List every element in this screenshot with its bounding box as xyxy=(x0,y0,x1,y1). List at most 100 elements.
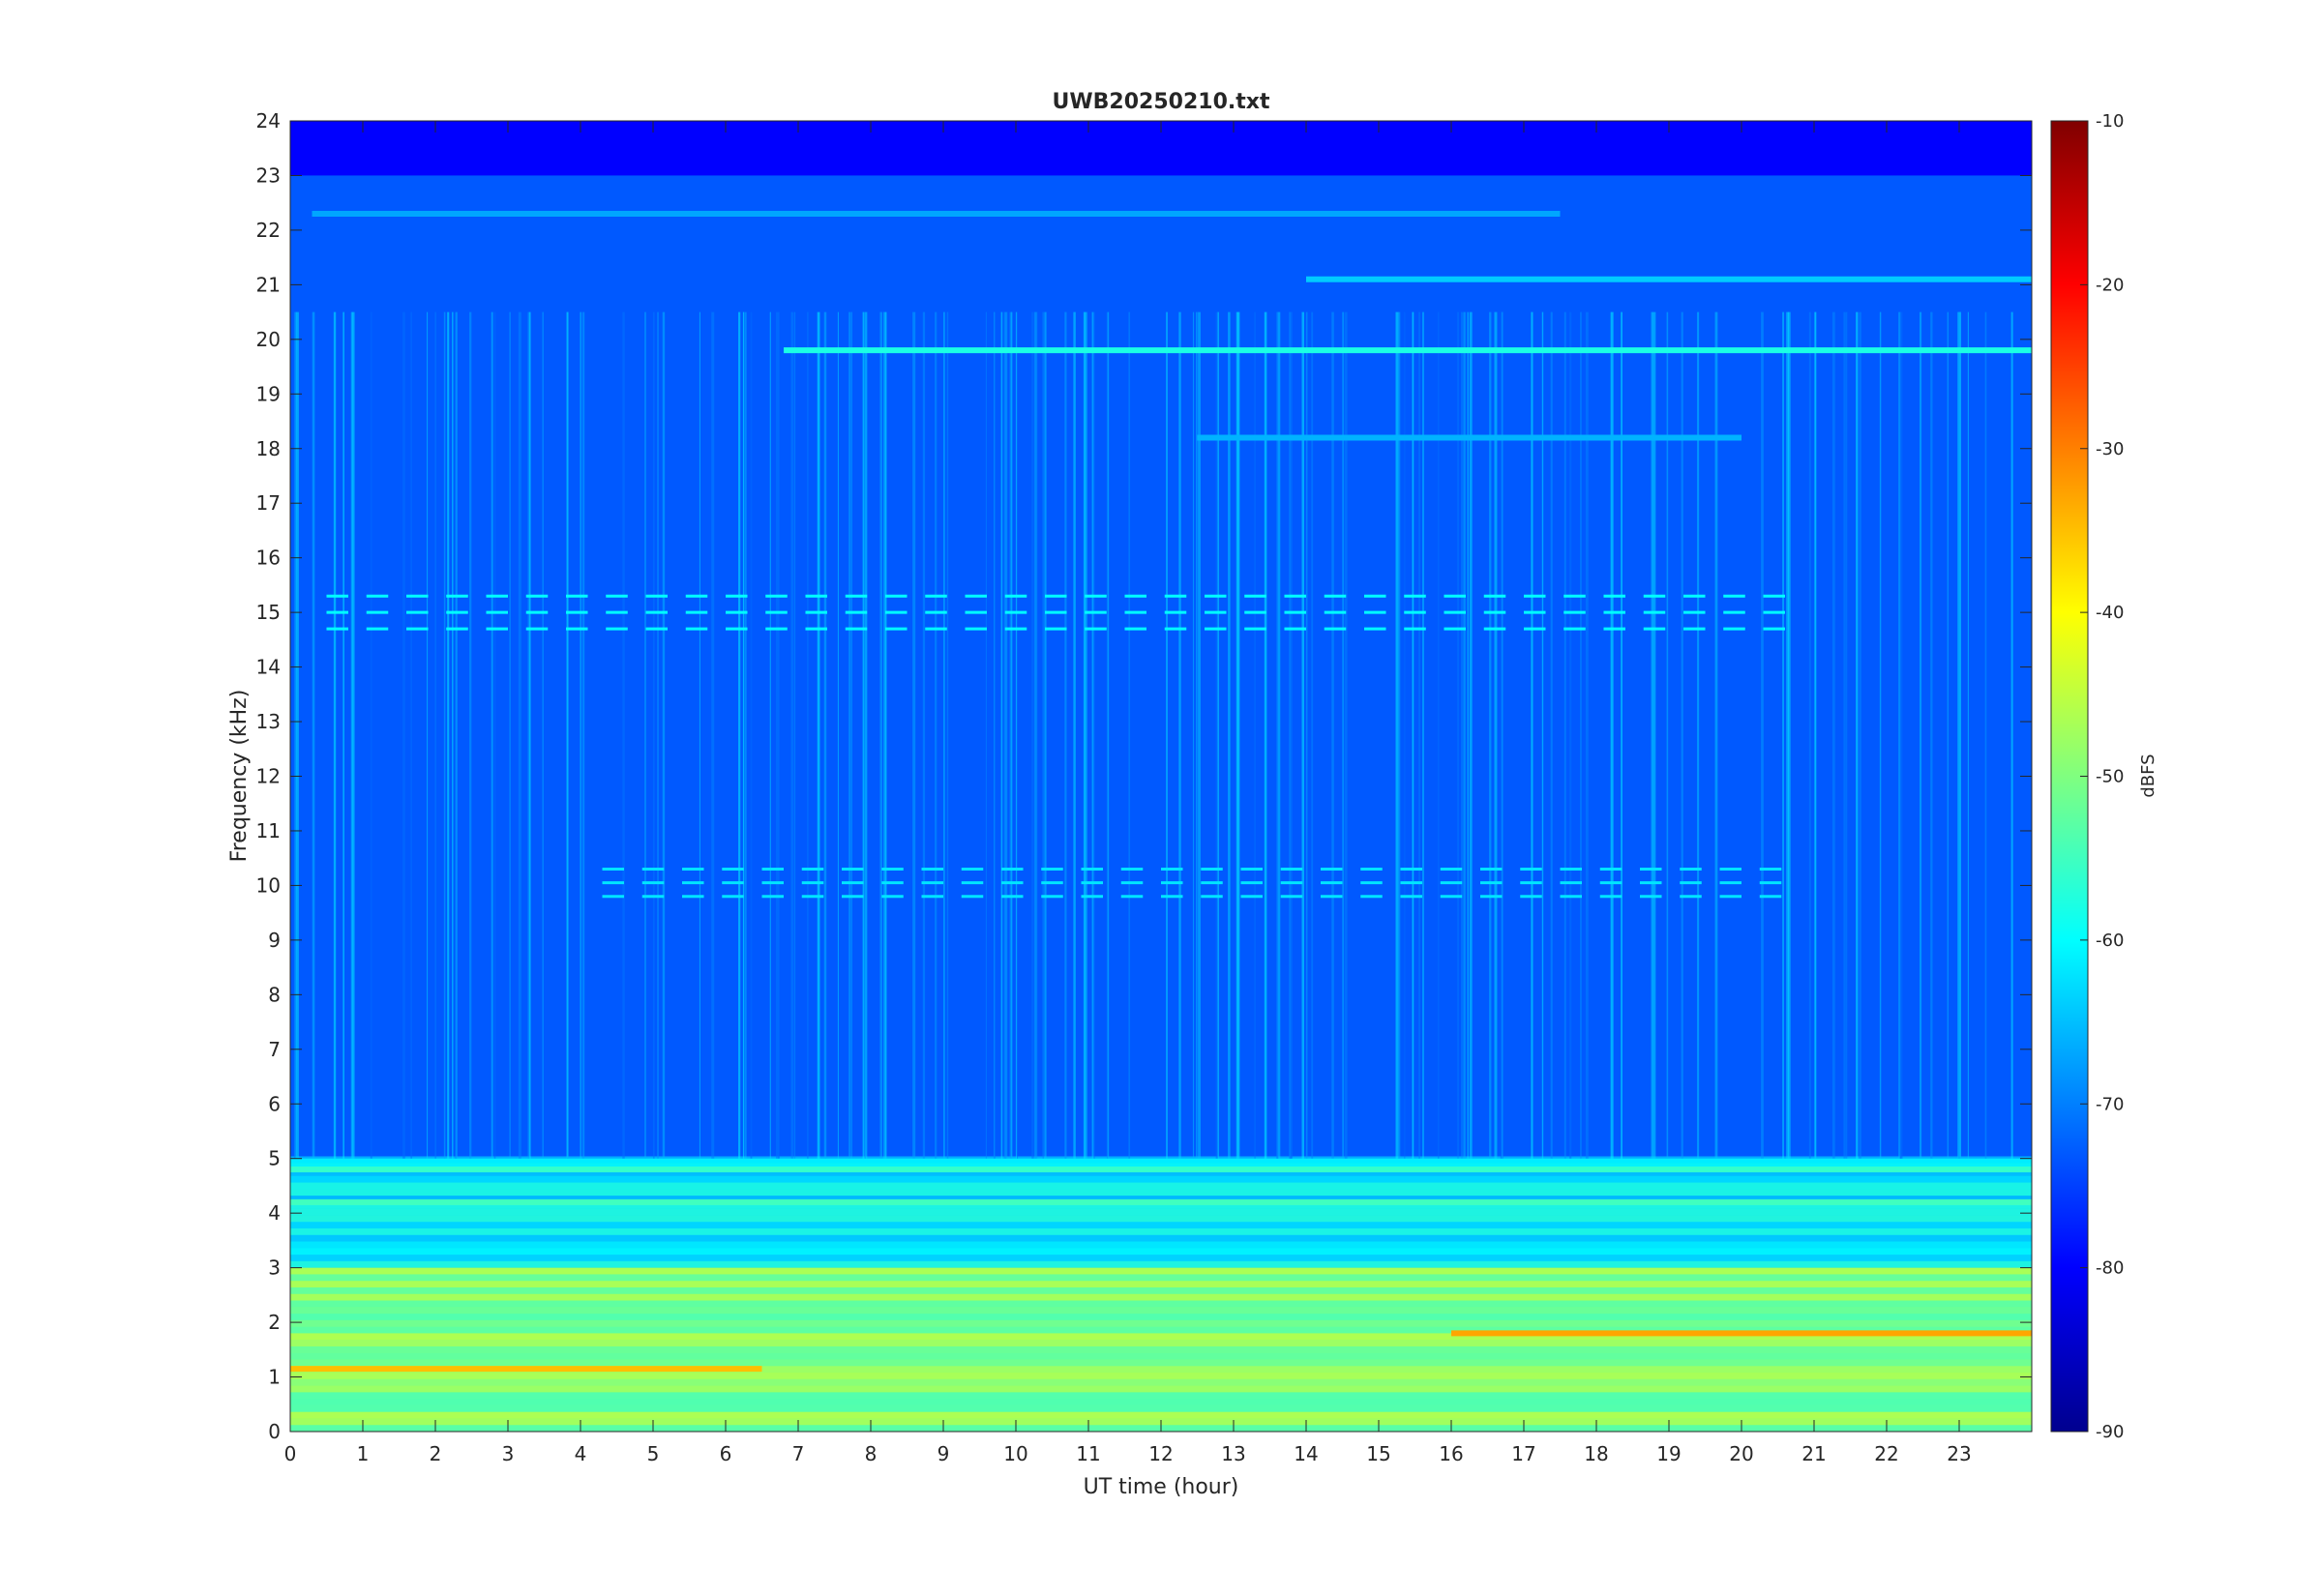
spectrogram-texture xyxy=(290,1234,2032,1242)
x-tick-label: 20 xyxy=(1729,1442,1753,1465)
y-tick-label: 12 xyxy=(256,765,281,788)
y-tick-label: 11 xyxy=(256,819,281,842)
x-tick-label: 7 xyxy=(792,1442,805,1465)
y-tick-label: 17 xyxy=(256,491,281,515)
colorbar-tick-label: -80 xyxy=(2096,1258,2124,1279)
x-tick-label: 12 xyxy=(1148,1442,1173,1465)
x-tick-label: 21 xyxy=(1801,1442,1826,1465)
x-axis: 0 1 2 3 4 5 6 7 8 9 10 11 12 13 14 15 16 17 18 19 20 21 22 23 xyxy=(284,121,1972,1465)
x-tick-label: 1 xyxy=(357,1442,370,1465)
y-tick-label: 3 xyxy=(268,1256,281,1280)
spectrogram-texture xyxy=(290,1333,2032,1341)
spectrogram-texture xyxy=(290,1300,2032,1308)
y-tick-label: 1 xyxy=(268,1366,281,1389)
x-tick-label: 9 xyxy=(938,1442,950,1465)
spectrogram-texture xyxy=(290,1314,2032,1320)
x-tick-label: 0 xyxy=(284,1442,297,1465)
spectrogram-texture xyxy=(290,1222,2032,1228)
spectrogram-texture xyxy=(290,1274,2032,1282)
colorbar-tick-label: -30 xyxy=(2096,439,2124,459)
x-tick-label: 3 xyxy=(502,1442,515,1465)
spectrogram-plot-area xyxy=(290,121,2032,1432)
colorbar-tick-label: -20 xyxy=(2096,275,2124,295)
x-tick-label: 2 xyxy=(430,1442,442,1465)
x-tick-label: 10 xyxy=(1003,1442,1027,1465)
colorbar-label: dBFS xyxy=(2138,754,2158,797)
y-tick-label: 0 xyxy=(268,1420,281,1443)
spectrogram-texture xyxy=(290,1189,2032,1197)
colorbar-tick-label: -10 xyxy=(2096,111,2124,132)
colorbar: -10 -20 -30 -40 -50 -60 -70 -80 -90 dBFS xyxy=(2050,111,2158,1442)
spectrogram-texture xyxy=(290,1248,2032,1256)
colorbar-tick-label: -50 xyxy=(2096,767,2124,787)
spectrogram-texture xyxy=(290,1319,2032,1327)
x-tick-label: 8 xyxy=(865,1442,878,1465)
x-tick-label: 18 xyxy=(1584,1442,1608,1465)
colorbar-tick-label: -40 xyxy=(2096,603,2124,623)
y-tick-label: 23 xyxy=(256,163,281,187)
y-tick-label: 15 xyxy=(256,601,281,624)
x-tick-label: 15 xyxy=(1366,1442,1390,1465)
x-tick-label: 23 xyxy=(1947,1442,1971,1465)
spectrogram-texture xyxy=(290,1366,2032,1374)
colorbar-tick-label: -60 xyxy=(2096,931,2124,951)
y-tick-label: 13 xyxy=(256,710,281,733)
x-tick-label: 4 xyxy=(575,1442,587,1465)
y-tick-label: 5 xyxy=(268,1147,281,1170)
spectrogram-band xyxy=(290,175,2032,1159)
spectrogram-texture xyxy=(290,1169,2032,1176)
colorbar-tick-label: -70 xyxy=(2096,1094,2124,1114)
spectrogram-texture xyxy=(290,1201,2032,1209)
spectrogram-texture xyxy=(290,1175,2032,1183)
spectrogram-texture xyxy=(290,1378,2032,1386)
x-tick-label: 11 xyxy=(1076,1442,1100,1465)
spectrogram-texture xyxy=(290,1345,2032,1353)
y-axis-label: Frequency (kHz) xyxy=(227,690,252,863)
colorbar-ticks: -10 -20 -30 -40 -50 -60 -70 -80 -90 xyxy=(2080,111,2124,1442)
spectrogram-texture xyxy=(290,1293,2032,1301)
y-tick-label: 7 xyxy=(268,1038,281,1061)
spectrogram-texture xyxy=(290,1260,2032,1268)
y-tick-label: 21 xyxy=(256,273,281,296)
colorbar-tick-label: -90 xyxy=(2096,1422,2124,1442)
x-tick-label: 13 xyxy=(1221,1442,1245,1465)
y-tick-label: 2 xyxy=(268,1311,281,1334)
x-tick-label: 14 xyxy=(1294,1442,1318,1465)
y-tick-label: 6 xyxy=(268,1092,281,1115)
x-axis-label: UT time (hour) xyxy=(1084,1475,1239,1499)
chart-title: UWB20250210.txt xyxy=(1053,90,1270,114)
spectrogram-texture xyxy=(290,1208,2032,1216)
spectrogram-texture xyxy=(290,1241,2032,1249)
y-tick-label: 19 xyxy=(256,382,281,405)
spectrogram-texture xyxy=(290,1392,2032,1400)
spectrogram-texture xyxy=(290,1359,2032,1367)
x-tick-label: 6 xyxy=(720,1442,732,1465)
spectrogram-texture xyxy=(290,1404,2032,1412)
spectrogram-texture xyxy=(290,1267,2032,1275)
spectrogram-texture xyxy=(290,1307,2032,1315)
x-tick-label: 16 xyxy=(1439,1442,1463,1465)
spectrogram-texture xyxy=(290,1227,2032,1235)
y-tick-label: 9 xyxy=(268,929,281,952)
y-tick-label: 10 xyxy=(256,873,281,897)
spectrogram-texture xyxy=(290,1182,2032,1190)
y-tick-label: 14 xyxy=(256,656,281,679)
y-tick-label: 22 xyxy=(256,219,281,242)
spectrogram-texture xyxy=(290,1399,2032,1405)
spectrogram-texture xyxy=(290,1411,2032,1419)
y-tick-label: 20 xyxy=(256,328,281,351)
x-tick-label: 22 xyxy=(1874,1442,1898,1465)
y-tick-label: 18 xyxy=(256,437,281,460)
spectrogram-texture xyxy=(290,1163,2032,1169)
spectrogram-texture xyxy=(290,1385,2032,1393)
y-tick-label: 8 xyxy=(268,983,281,1006)
spectrogram-bands xyxy=(290,121,2032,1432)
spectrogram-tones xyxy=(290,210,2032,1373)
spectrogram-impulses xyxy=(293,311,2013,1159)
x-tick-label: 17 xyxy=(1511,1442,1535,1465)
y-tick-label: 4 xyxy=(268,1201,281,1225)
spectrogram-pulsed-bands xyxy=(326,594,1785,899)
spectrogram-texture xyxy=(290,1286,2032,1294)
